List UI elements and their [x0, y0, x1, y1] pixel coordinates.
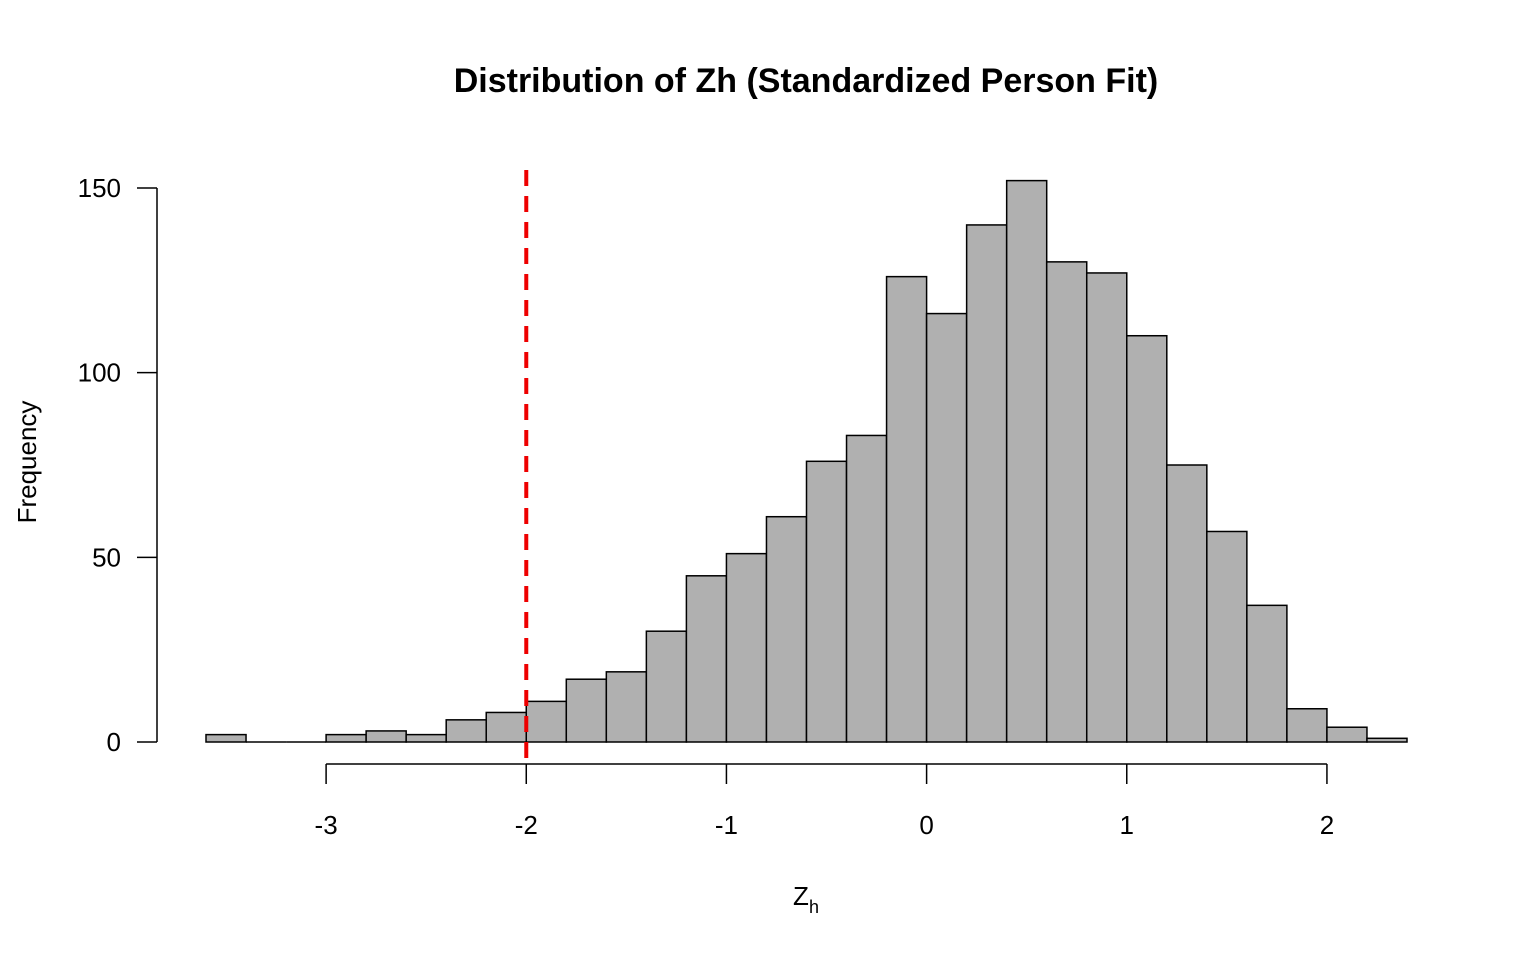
histogram-bar: [605, 671, 648, 743]
histogram-bar: [685, 575, 728, 743]
histogram-bar: [565, 678, 608, 743]
histogram-bar: [1246, 604, 1288, 743]
x-axis: -3 -2 -1 0 1 2: [315, 763, 1334, 840]
y-tick-label: 0: [107, 727, 121, 757]
histogram-bar: [1366, 737, 1408, 743]
x-tick-label: -1: [715, 810, 738, 840]
y-tick-label: 150: [78, 173, 121, 203]
y-tick-label: 100: [78, 358, 121, 388]
histogram-bar: [1085, 272, 1128, 743]
histogram-bar: [1286, 708, 1328, 743]
histogram-bar: [845, 434, 888, 743]
histogram-bar: [445, 719, 487, 743]
histogram-bar: [525, 700, 568, 743]
x-tick-label: 0: [919, 810, 933, 840]
y-tick-label: 50: [92, 542, 121, 572]
histogram-bar: [405, 733, 447, 743]
x-tick-label: -2: [515, 810, 538, 840]
histogram-bar: [325, 733, 367, 743]
histogram-bar: [205, 733, 247, 743]
histogram-bar: [1206, 530, 1248, 743]
histogram-bars: [205, 179, 1408, 743]
x-axis-label: Zh: [793, 881, 819, 917]
x-axis-label-main: Z: [793, 881, 809, 911]
x-tick-label: 1: [1120, 810, 1134, 840]
histogram-bar: [765, 515, 808, 743]
histogram-bar: [805, 460, 848, 743]
histogram-bar: [1126, 334, 1168, 743]
histogram-bar: [645, 630, 688, 743]
histogram-bar: [1166, 464, 1208, 743]
x-tick-label: -3: [315, 810, 338, 840]
chart-title: Distribution of Zh (Standardized Person …: [454, 62, 1159, 100]
histogram-bar: [485, 711, 528, 743]
x-axis-label-subscript: h: [809, 897, 819, 917]
histogram-bar: [925, 312, 968, 743]
histogram-bar: [885, 275, 928, 743]
histogram-bar: [1005, 179, 1048, 743]
histogram-bar: [965, 224, 1008, 743]
y-axis-label: Frequency: [12, 401, 42, 524]
histogram-bar: [725, 552, 768, 743]
y-axis: 0 50 100 150: [78, 173, 158, 757]
histogram-bar: [1326, 726, 1368, 743]
x-tick-label: 2: [1320, 810, 1334, 840]
histogram-bar: [1045, 261, 1088, 743]
histogram-bar: [365, 730, 407, 743]
